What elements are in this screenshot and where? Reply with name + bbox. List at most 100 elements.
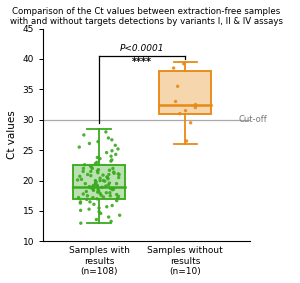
- Point: [95, 183, 100, 188]
- Point: [114, 192, 119, 197]
- Point: [104, 175, 109, 179]
- Point: [96, 140, 100, 144]
- Point: [110, 149, 114, 153]
- Point: [82, 162, 87, 167]
- Point: [96, 187, 100, 192]
- Point: [98, 191, 103, 196]
- Point: [93, 180, 98, 185]
- Point: [175, 84, 180, 89]
- Point: [91, 195, 95, 200]
- Point: [100, 173, 105, 177]
- Point: [110, 187, 115, 192]
- Point: [114, 181, 119, 186]
- Point: [78, 200, 83, 204]
- Point: [173, 99, 178, 104]
- Point: [116, 175, 121, 180]
- Point: [107, 190, 112, 195]
- Point: [81, 133, 86, 137]
- Point: [84, 189, 89, 194]
- Point: [93, 182, 98, 186]
- Point: [88, 186, 93, 190]
- Point: [106, 215, 111, 219]
- Text: ****: ****: [132, 57, 152, 67]
- Point: [91, 187, 96, 192]
- Point: [79, 177, 84, 182]
- Point: [95, 170, 100, 175]
- Point: [102, 179, 107, 183]
- Point: [106, 172, 111, 177]
- Point: [96, 189, 101, 193]
- Point: [112, 171, 116, 175]
- Point: [183, 108, 188, 113]
- Point: [88, 169, 93, 174]
- Point: [84, 197, 89, 202]
- Point: [91, 188, 96, 192]
- Point: [90, 185, 95, 189]
- Point: [88, 200, 92, 204]
- Point: [110, 203, 115, 208]
- Point: [177, 112, 182, 116]
- Point: [95, 169, 100, 173]
- Point: [108, 194, 113, 198]
- Text: P<0.0001: P<0.0001: [120, 44, 164, 53]
- Point: [111, 170, 116, 174]
- Y-axis label: Ct values: Ct values: [7, 111, 17, 159]
- Point: [114, 198, 119, 203]
- Point: [108, 186, 113, 191]
- Point: [106, 177, 110, 181]
- Point: [110, 166, 115, 171]
- Point: [97, 206, 101, 210]
- Point: [103, 184, 108, 188]
- Point: [92, 202, 96, 207]
- Point: [181, 61, 186, 66]
- Point: [110, 158, 114, 162]
- Point: [99, 193, 103, 198]
- Point: [88, 164, 93, 168]
- Point: [91, 183, 96, 188]
- Title: Comparison of the Ct values between extraction-free samples
with and without tar: Comparison of the Ct values between extr…: [10, 7, 283, 26]
- Point: [97, 209, 101, 214]
- Point: [85, 194, 90, 198]
- Point: [93, 161, 98, 166]
- Point: [81, 169, 85, 174]
- Point: [89, 165, 94, 170]
- Point: [83, 181, 88, 186]
- Point: [78, 201, 83, 205]
- Point: [171, 66, 176, 70]
- Point: [93, 178, 98, 183]
- Point: [95, 190, 100, 194]
- FancyBboxPatch shape: [73, 165, 125, 199]
- Point: [107, 181, 112, 185]
- Point: [113, 143, 118, 147]
- Point: [94, 217, 99, 222]
- Point: [107, 168, 112, 173]
- Point: [188, 121, 193, 125]
- Point: [98, 156, 102, 161]
- Point: [116, 171, 121, 176]
- Point: [184, 139, 189, 143]
- FancyBboxPatch shape: [159, 71, 211, 114]
- Point: [78, 221, 83, 226]
- Point: [109, 154, 113, 158]
- Point: [104, 190, 109, 195]
- Point: [116, 147, 120, 151]
- Point: [111, 187, 116, 191]
- Point: [87, 141, 92, 146]
- Point: [94, 179, 98, 184]
- Point: [105, 175, 110, 180]
- Point: [75, 178, 80, 182]
- Point: [109, 159, 113, 163]
- Point: [116, 194, 121, 199]
- Point: [101, 178, 106, 183]
- Point: [117, 172, 122, 177]
- Point: [104, 150, 109, 155]
- Point: [103, 130, 108, 134]
- Point: [94, 181, 98, 186]
- Point: [113, 152, 118, 157]
- Point: [193, 105, 198, 110]
- Point: [77, 174, 82, 179]
- Point: [87, 207, 92, 211]
- Point: [117, 213, 122, 218]
- Point: [88, 173, 93, 178]
- Point: [110, 138, 114, 142]
